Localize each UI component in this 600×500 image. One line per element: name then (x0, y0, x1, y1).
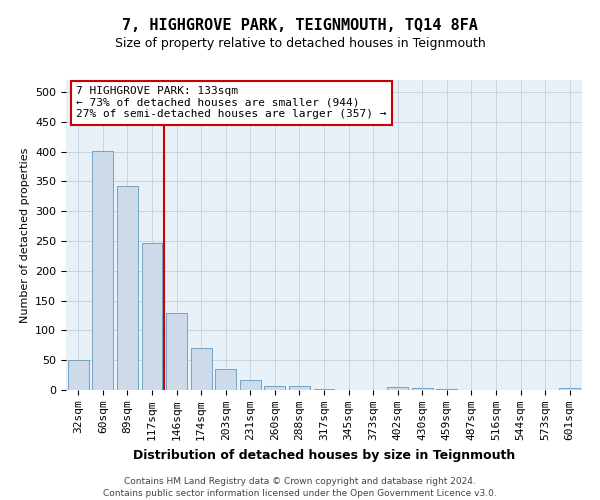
Bar (215, 368, 236, 390)
Bar (387, 387, 408, 390)
Bar (68, 360, 89, 390)
Bar (412, 388, 433, 390)
Text: 7, HIGHGROVE PARK, TEIGNMOUTH, TQ14 8FA: 7, HIGHGROVE PARK, TEIGNMOUTH, TQ14 8FA (122, 18, 478, 32)
Y-axis label: Number of detached properties: Number of detached properties (20, 148, 29, 322)
Text: 7 HIGHGROVE PARK: 133sqm
← 73% of detached houses are smaller (944)
27% of semi-: 7 HIGHGROVE PARK: 133sqm ← 73% of detach… (76, 86, 387, 120)
Bar (240, 380, 261, 390)
Text: Size of property relative to detached houses in Teignmouth: Size of property relative to detached ho… (115, 38, 485, 51)
Bar (289, 386, 310, 390)
Bar (142, 244, 163, 390)
Bar (117, 186, 138, 390)
Bar (265, 386, 286, 390)
Bar (166, 312, 187, 390)
Bar (92, 151, 113, 390)
Bar (191, 348, 212, 390)
Text: Contains HM Land Registry data © Crown copyright and database right 2024.
Contai: Contains HM Land Registry data © Crown c… (103, 476, 497, 498)
X-axis label: Distribution of detached houses by size in Teignmouth: Distribution of detached houses by size … (133, 448, 515, 462)
Bar (559, 388, 580, 390)
